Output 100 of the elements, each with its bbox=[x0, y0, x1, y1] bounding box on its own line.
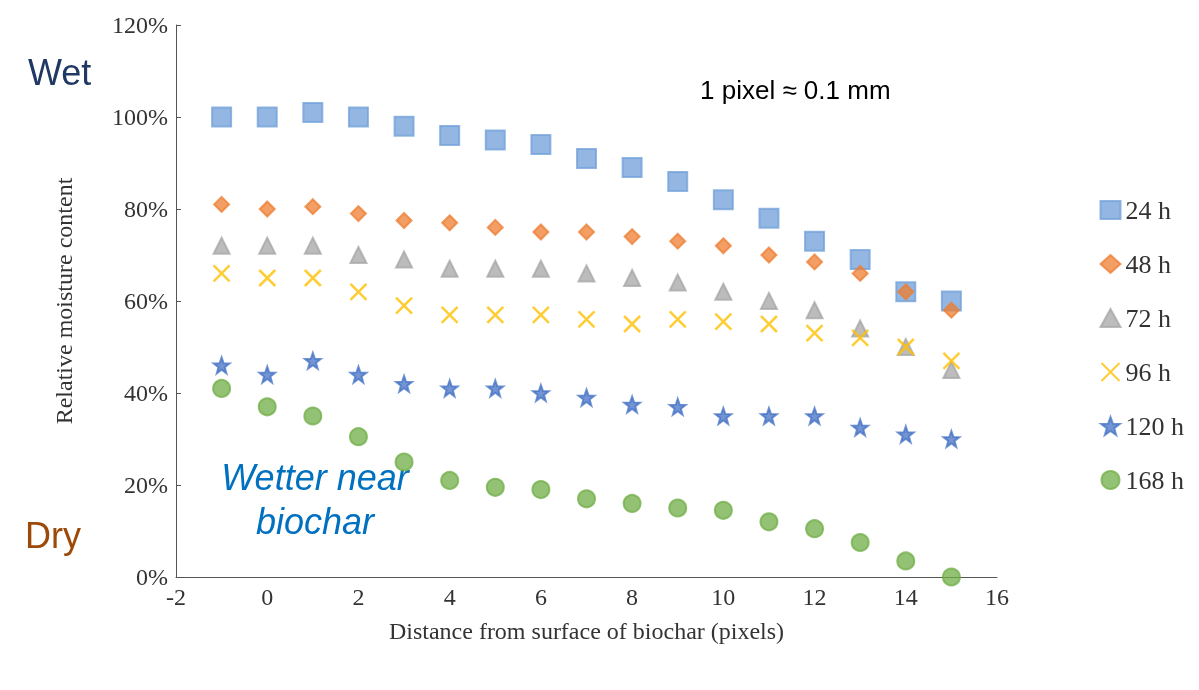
point bbox=[850, 328, 870, 348]
y-tick-label: 120% bbox=[112, 12, 168, 38]
point bbox=[667, 170, 689, 192]
point bbox=[805, 407, 824, 425]
point bbox=[942, 361, 961, 379]
y-tick-label: 100% bbox=[112, 104, 168, 130]
point bbox=[212, 236, 231, 255]
point bbox=[806, 253, 824, 271]
point bbox=[484, 129, 506, 151]
point bbox=[851, 418, 870, 437]
x-tick-label: 2 bbox=[352, 584, 365, 610]
point bbox=[258, 200, 276, 218]
point bbox=[395, 212, 413, 229]
point bbox=[623, 228, 641, 246]
legend-label: 168 h bbox=[1125, 465, 1184, 495]
point bbox=[759, 512, 779, 532]
point bbox=[759, 314, 779, 334]
annotation: Wetter near biochar bbox=[221, 456, 411, 542]
point bbox=[623, 395, 642, 414]
point bbox=[576, 147, 597, 169]
point bbox=[759, 407, 778, 425]
point bbox=[578, 223, 595, 241]
point bbox=[622, 493, 642, 513]
point bbox=[668, 498, 688, 518]
point bbox=[805, 301, 824, 320]
point bbox=[669, 232, 687, 250]
point bbox=[623, 269, 642, 287]
point bbox=[851, 264, 869, 282]
legend-label: 120 h bbox=[1125, 411, 1184, 441]
point bbox=[849, 249, 871, 271]
y-tick-label: 60% bbox=[124, 288, 168, 314]
point bbox=[395, 250, 414, 269]
legend-label: 72 h bbox=[1125, 303, 1171, 333]
point bbox=[486, 218, 504, 236]
point bbox=[759, 292, 778, 310]
point bbox=[258, 236, 277, 255]
point bbox=[440, 259, 459, 278]
point bbox=[212, 356, 231, 375]
point bbox=[257, 268, 277, 288]
x-tick-label: 0 bbox=[261, 584, 274, 610]
point bbox=[941, 567, 961, 587]
point bbox=[714, 282, 733, 301]
point bbox=[349, 205, 367, 223]
point bbox=[213, 195, 231, 213]
x-tick-label: 8 bbox=[626, 584, 639, 610]
point bbox=[942, 351, 961, 371]
point bbox=[440, 470, 460, 490]
point bbox=[531, 480, 551, 500]
point bbox=[942, 430, 961, 448]
point bbox=[577, 310, 596, 329]
x-axis-title: Distance from surface of biochar (pixels) bbox=[388, 618, 785, 644]
point bbox=[211, 106, 233, 128]
point bbox=[896, 551, 916, 571]
point bbox=[714, 407, 733, 425]
legend-label: 96 h bbox=[1125, 357, 1171, 387]
point bbox=[714, 312, 733, 331]
point bbox=[758, 207, 780, 229]
legend-label: 48 h bbox=[1125, 249, 1171, 279]
x-tick-label: 10 bbox=[711, 584, 736, 610]
point bbox=[622, 314, 642, 334]
point bbox=[439, 124, 461, 146]
point bbox=[577, 489, 596, 509]
point bbox=[896, 425, 915, 444]
point bbox=[393, 115, 415, 137]
point bbox=[349, 282, 368, 302]
y-tick-label: 80% bbox=[124, 196, 168, 222]
point bbox=[257, 397, 277, 417]
point bbox=[303, 406, 323, 426]
point bbox=[621, 157, 643, 179]
point bbox=[302, 101, 324, 123]
point bbox=[577, 264, 596, 283]
point bbox=[804, 230, 826, 252]
point bbox=[668, 273, 687, 292]
point bbox=[395, 374, 414, 393]
point bbox=[441, 214, 459, 232]
point bbox=[486, 305, 505, 325]
point bbox=[942, 301, 960, 319]
y-tick-label: 0% bbox=[136, 564, 168, 590]
point bbox=[212, 264, 231, 283]
legend-label: 24 h bbox=[1125, 195, 1171, 225]
point bbox=[576, 386, 597, 408]
annotation: 1 pixel ≈ 0.1 mm bbox=[700, 75, 891, 105]
point bbox=[440, 305, 459, 325]
point bbox=[760, 246, 778, 264]
text: Dry bbox=[25, 514, 81, 556]
x-tick-label: -2 bbox=[166, 584, 186, 610]
point bbox=[440, 379, 459, 398]
point bbox=[394, 452, 414, 472]
point bbox=[486, 379, 505, 398]
point bbox=[714, 237, 732, 255]
text: Wet bbox=[28, 51, 92, 93]
point bbox=[256, 106, 278, 128]
point bbox=[486, 259, 505, 278]
point bbox=[394, 296, 414, 315]
point bbox=[531, 259, 550, 278]
x-tick-label: 12 bbox=[802, 584, 827, 610]
point bbox=[303, 236, 322, 255]
point bbox=[531, 384, 550, 402]
y-tick-label: 40% bbox=[124, 380, 168, 406]
point bbox=[348, 427, 368, 447]
